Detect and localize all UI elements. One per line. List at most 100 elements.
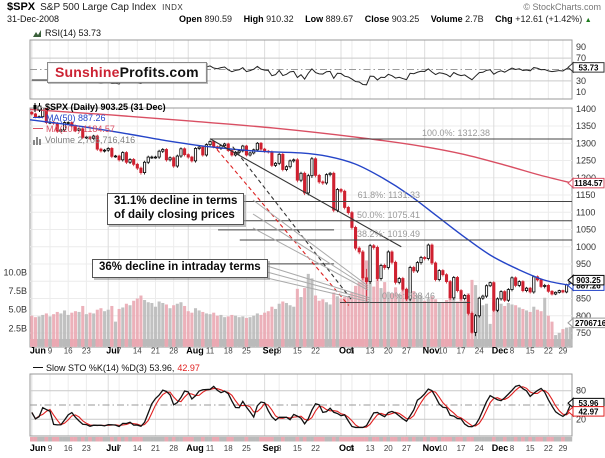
ohlc-quote: Open 890.59 High 910.32 Low 889.67 Close…	[179, 14, 601, 24]
svg-text:Jun: Jun	[30, 443, 46, 453]
fib-label-618: 61.8%: 1131.33	[357, 190, 420, 200]
svg-text:750: 750	[576, 328, 591, 338]
svg-text:10: 10	[576, 87, 586, 97]
svg-text:22: 22	[311, 444, 320, 453]
svg-text:6: 6	[350, 444, 355, 453]
svg-text:887.26: 887.26	[576, 282, 601, 291]
svg-text:Sep: Sep	[263, 443, 280, 453]
svg-text:11: 11	[206, 444, 215, 453]
svg-text:30: 30	[576, 76, 586, 86]
svg-text:90: 90	[576, 42, 586, 52]
svg-text:27: 27	[402, 444, 411, 453]
svg-text:22: 22	[544, 347, 553, 356]
svg-text:15: 15	[293, 444, 302, 453]
svg-text:Nov: Nov	[423, 346, 440, 356]
index-title: S&P 500 Large Cap Index	[40, 2, 157, 13]
low-label: Low	[305, 14, 324, 24]
svg-text:13: 13	[366, 444, 375, 453]
svg-text:18: 18	[224, 347, 233, 356]
spx-legend-label: $SPX (Daily) 903.25 (31 Dec)	[45, 102, 166, 112]
svg-text:10: 10	[438, 347, 447, 356]
chg-up-icon: ▲	[584, 17, 592, 24]
sto-legend: — Slow STO %K(14) %D(3) 53.96, 42.97	[33, 363, 200, 374]
svg-text:14: 14	[133, 347, 142, 356]
svg-text:20: 20	[384, 444, 393, 453]
annotation-layer	[209, 138, 572, 306]
svg-text:13: 13	[366, 347, 375, 356]
svg-text:80: 80	[576, 386, 586, 396]
exchange-label: INDX	[162, 3, 184, 12]
svg-text:10.0B: 10.0B	[3, 267, 27, 277]
svg-text:25: 25	[242, 347, 251, 356]
svg-text:29: 29	[558, 347, 567, 356]
svg-text:Jul: Jul	[106, 443, 119, 453]
svg-text:9: 9	[48, 347, 53, 356]
svg-text:Oct: Oct	[339, 346, 354, 356]
volume-legend-label: Volume 2,706,716,416	[45, 135, 136, 145]
svg-text:7.5B: 7.5B	[8, 286, 27, 296]
annotation-closing-decline: 31.1% decline in terms of daily closing …	[107, 193, 245, 226]
svg-text:5.0B: 5.0B	[8, 305, 27, 315]
svg-text:6: 6	[350, 347, 355, 356]
svg-text:14: 14	[133, 444, 142, 453]
svg-text:7: 7	[117, 347, 122, 356]
fib-label-382: 38.2%: 1019.49	[356, 229, 420, 239]
svg-text:8: 8	[510, 444, 515, 453]
svg-text:25: 25	[242, 444, 251, 453]
indicator-icon	[33, 29, 41, 37]
svg-text:21: 21	[151, 444, 160, 453]
svg-text:1100: 1100	[576, 207, 595, 217]
annotation-intraday-decline: 36% decline in intraday terms	[92, 259, 268, 278]
logo-part2: Profits.com	[119, 64, 199, 80]
svg-text:70: 70	[576, 53, 586, 63]
rsi-legend: RSI(14) 53.73	[33, 28, 101, 38]
svg-text:Dec: Dec	[492, 443, 509, 453]
svg-text:1050: 1050	[576, 225, 596, 235]
svg-text:9: 9	[48, 444, 53, 453]
svg-text:Jul: Jul	[106, 346, 119, 356]
rsi-label: RSI(14) 53.73	[45, 28, 102, 38]
sunshineprofits-logo: SunshineProfits.com	[47, 62, 207, 83]
svg-text:15: 15	[526, 444, 535, 453]
main-legend: $SPX (Daily) 903.25 (31 Dec) — MA(50) 88…	[33, 102, 166, 145]
fib-label-0: 0.0%: 838.46	[381, 291, 435, 301]
ma200-legend-label: MA(200) 1184.57	[46, 124, 115, 134]
chart-header: $SPX S&P 500 Large Cap Index INDX © Stoc…	[7, 1, 601, 13]
svg-text:8: 8	[277, 444, 282, 453]
svg-text:18: 18	[224, 444, 233, 453]
low-value: 889.67	[325, 14, 354, 24]
ma50-line-icon: —	[33, 112, 43, 123]
svg-text:903.25: 903.25	[576, 276, 601, 285]
svg-text:21: 21	[151, 347, 160, 356]
close-label: Close	[364, 14, 390, 24]
svg-text:24: 24	[475, 347, 484, 356]
svg-text:24: 24	[475, 444, 484, 453]
svg-text:23: 23	[82, 347, 91, 356]
svg-text:15: 15	[293, 347, 302, 356]
svg-text:7: 7	[117, 444, 122, 453]
svg-text:1184.57: 1184.57	[574, 179, 603, 188]
svg-text:20: 20	[384, 347, 393, 356]
main-panel	[30, 108, 572, 347]
high-value: 910.32	[266, 14, 294, 24]
volume-value: 2.7B	[465, 14, 484, 24]
open-label: Open	[179, 14, 203, 24]
svg-text:28: 28	[169, 347, 178, 356]
svg-text:8: 8	[510, 347, 515, 356]
svg-text:15: 15	[526, 347, 535, 356]
svg-text:1200: 1200	[576, 173, 596, 183]
svg-text:2.5B: 2.5B	[8, 323, 27, 333]
svg-text:20: 20	[576, 414, 586, 424]
grid-layer	[29, 39, 573, 437]
svg-text:Sep: Sep	[263, 346, 280, 356]
svg-text:17: 17	[457, 444, 466, 453]
svg-text:1300: 1300	[576, 138, 596, 148]
svg-text:29: 29	[558, 444, 567, 453]
svg-text:53.73: 53.73	[578, 63, 599, 72]
high-label: High	[243, 14, 264, 24]
svg-text:16: 16	[64, 444, 73, 453]
fib-label-100: 100.0%: 1312.38	[421, 128, 490, 138]
